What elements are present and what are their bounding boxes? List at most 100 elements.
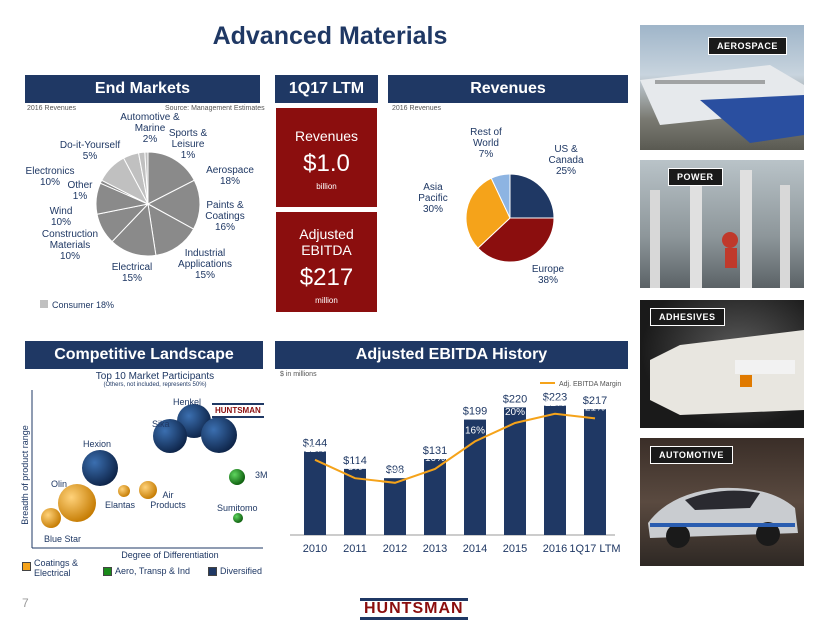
bar-category-2016: 2016 [543,543,567,555]
margin-line [314,412,596,484]
power-illustration [650,170,790,288]
bar-2013 [424,459,446,535]
margin-label-2012: 7% [388,467,403,478]
bar-category-2013: 2013 [423,543,447,555]
competitive-bubbles [31,390,263,549]
ebitda-box-value: $217 [299,264,354,291]
margin-label-2013: 10% [425,453,445,464]
bar-value-2014: $199 [463,406,487,418]
bar-category-2010: 2010 [303,543,327,555]
ebitda-box-label1: Adjusted [299,226,354,242]
ebitda-history-note: $ in millions [280,371,317,378]
legend-coatings-swatch [22,562,31,571]
bar-value-2013: $131 [423,445,447,457]
competitive-subtitle: Top 10 Market Participants [95,371,215,382]
bubble-label-huntsman-logo: HUNTSMAN [212,403,264,418]
bar-value-2010: $144 [303,437,327,449]
legend-aero-swatch [103,567,112,577]
footer-logo: HUNTSMAN [360,598,468,620]
photo-aerospace: AEROSPACE [640,25,804,150]
bubble-label-sika: Sika [152,419,170,429]
pie-label-construction-materials: Construction Materials 10% [42,229,98,262]
margin-label-2010: 12% [305,444,325,455]
revenues-box-label: Revenues [294,128,359,144]
bubble-hexion [82,450,118,486]
pie-label-asia-pacific: Asia Pacific 30% [418,182,447,215]
pie-label-other: Other 1% [67,180,93,202]
end-markets-header: End Markets [25,75,260,103]
bubble-label-hexion: Hexion [83,439,112,449]
photo-automotive: AUTOMOTIVE [640,438,804,566]
revenues-box: Revenues $1.0 billion [276,108,377,207]
pie-slice-sports-leisure [144,151,149,205]
ebitda-box: Adjusted EBITDA $217 million [276,212,377,312]
bubble-label-olin: Olin [51,479,68,489]
aerospace-illustration [640,65,804,143]
legend-diversified-swatch [208,567,217,577]
bar-value-2015: $220 [503,393,527,405]
bar-category-2011: 2011 [343,543,367,555]
bubble-sumitomo [233,513,243,523]
legend-coatings: Coatings & Electrical [22,558,97,578]
bubble-label-air-products: Air Products [150,490,186,510]
pie-label-industrial-applications: Industrial Applications 15% [178,248,232,281]
bar-2010 [304,451,326,535]
pie-label-electronics: Electronics 10% [26,166,75,188]
ltm-header: 1Q17 LTM [275,75,378,103]
margin-label-2015: 20% [505,407,525,418]
bar-2012 [384,478,406,535]
consumer-legend-swatch [40,300,48,308]
margin-label-1q17-ltm: 21% [585,402,605,413]
bubble-elantas [118,485,130,497]
pie-label-us-canada: US & Canada 25% [548,144,583,177]
pie-label-electrical: Electrical 15% [112,262,153,284]
bubble-3m [229,469,245,485]
pie-label-aerospace: Aerospace 18% [206,165,254,187]
bar-value-2012: $98 [386,464,404,476]
revenues-header: Revenues [388,75,628,103]
bar-value-1q17-ltm: $217 [583,395,607,407]
pie-label-automotive-marine: Automotive & Marine 2% [120,112,180,145]
pie-label-rest-of-world: Rest of World 7% [470,127,502,160]
adhesives-illustration [650,330,804,415]
bubble-blue-star [41,508,61,528]
pie-label-wind: Wind 10% [50,206,73,228]
bubble-label-sumitomo: Sumitomo [217,503,258,513]
bar-category-1q17-ltm: 1Q17 LTM [569,543,620,555]
pie-label-paints-coatings: Paints & Coatings 16% [205,200,244,233]
bar-value-2016: $223 [543,392,567,404]
revenues-note: 2016 Revenues [392,105,442,112]
ebitda-box-unit: million [315,296,338,305]
bubble-olin [58,484,96,522]
x-axis-label: Degree of Differentiation [121,550,219,560]
photo-power: POWER [640,160,804,288]
consumer-legend: Consumer 18% [40,300,114,310]
photo-label-adhesives: ADHESIVES [650,308,725,326]
revenues-pie: US & Canada 25% Europe 38% Asia Pacific 30% Rest… [418,127,584,286]
legend-coatings-label: Coatings & Electrical [34,558,79,578]
legend-aero-label: Aero, Transp & Ind [115,566,191,576]
legend-diversified-label: Diversified [220,566,263,576]
pie-label-europe: Europe 38% [532,264,565,286]
bar-category-2012: 2012 [383,543,407,555]
consumer-legend-label: Consumer 18% [52,300,115,310]
margin-label-2014: 16% [465,425,485,436]
bar-value-2011: $114 [343,455,367,467]
legend-diversified: Diversified [208,566,263,577]
page-title: Advanced Materials [212,22,448,50]
pie-slice-rest-of-world [490,173,511,219]
photo-label-automotive: AUTOMOTIVE [650,446,733,464]
bar-1q17-ltm [584,409,606,535]
bubble-label-elantas: Elantas [105,500,136,510]
bubble-label-henkel: Henkel [173,397,202,407]
margin-label-2016: 22% [545,398,565,409]
bar-category-2014: 2014 [463,543,487,555]
end-markets-note: 2016 Revenues [27,105,77,112]
revenues-box-value: $1.0 [303,150,350,177]
bubble-label-3m: 3M [255,470,268,480]
revenues-box-unit: billion [316,182,337,191]
pie-slice-paints-coatings [146,179,201,230]
ebitda-box-label2: EBITDA [301,242,352,258]
bubble-huntsman [201,417,237,453]
end-markets-source: Source: Management Estimates [165,105,265,112]
